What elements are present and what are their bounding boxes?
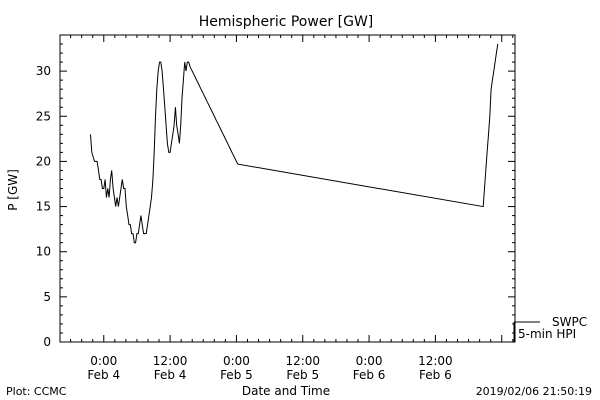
x-tick-date-label: Feb 6 [419,368,452,382]
chart-title: Hemispheric Power [GW] [199,14,374,30]
x-tick-date-label: Feb 4 [87,368,120,382]
legend-hpi: 5-min HPI [518,327,576,341]
x-tick-date-label: Feb 6 [353,368,386,382]
footer-plot-credit: Plot: CCMC [6,385,67,398]
series-swpc-line [90,43,499,244]
y-axis-label: P [GW] [6,169,20,211]
legend-swpc: SWPC [552,315,587,329]
x-tick-date-label: Feb 4 [154,368,187,382]
x-tick-date-label: Feb 5 [220,368,253,382]
y-tick-label: 10 [36,245,51,259]
y-tick-label: 30 [36,64,51,78]
x-tick-time-label: 0:00 [356,354,383,368]
y-tick-label: 15 [36,200,51,214]
x-tick-time-label: 0:00 [90,354,117,368]
y-tick-label: 5 [43,290,51,304]
y-tick-label: 0 [43,335,51,349]
x-tick-time-label: 12:00 [285,354,320,368]
x-tick-date-label: Feb 5 [286,368,319,382]
footer-timestamp: 2019/02/06 21:50:19 [476,385,592,398]
y-tick-label: 20 [36,154,51,168]
x-tick-time-label: 12:00 [418,354,453,368]
x-tick-time-label: 0:00 [223,354,250,368]
y-tick-label: 25 [36,109,51,123]
plot-frame [59,34,516,343]
x-axis-label: Date and Time [242,384,330,398]
x-tick-time-label: 12:00 [153,354,188,368]
